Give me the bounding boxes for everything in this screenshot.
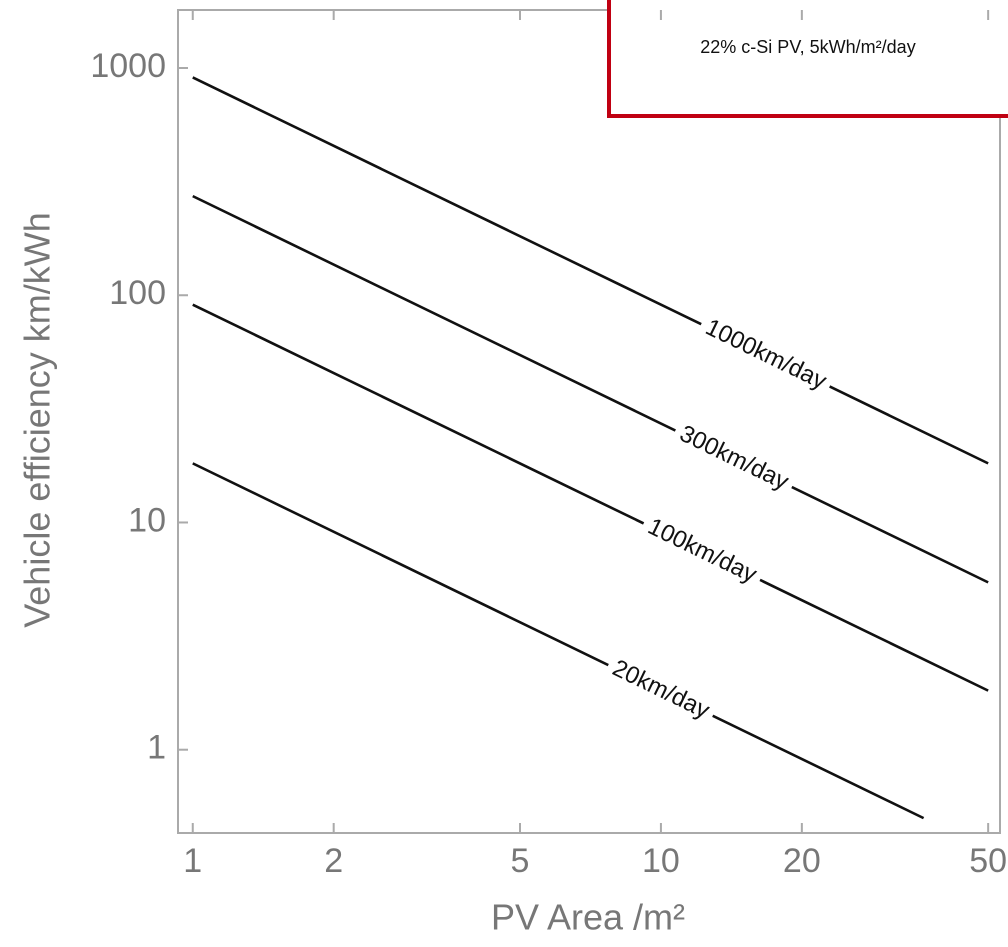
contour-label-group: 300km/day [669, 415, 800, 500]
contour-line [192, 194, 989, 584]
x-tick-label: 2 [324, 842, 343, 880]
contour-label-group: 1000km/day [694, 309, 837, 400]
contour-line [192, 303, 989, 692]
label-gap [694, 309, 837, 400]
y-axis-title: Vehicle efficiency km/kWh [17, 212, 58, 628]
x-axis-title: PV Area /m² [491, 897, 685, 938]
x-tick-label: 20 [783, 842, 821, 880]
contour-line [192, 76, 989, 465]
annotation-box [607, 0, 1008, 118]
x-tick-label: 5 [511, 842, 530, 880]
contour-label: 20km/day [608, 655, 713, 725]
y-tick-label: 100 [109, 274, 166, 312]
y-tick-label: 1 [147, 729, 166, 767]
x-tick-label: 1 [183, 842, 202, 880]
label-gap [669, 415, 800, 500]
label-gap [637, 508, 768, 593]
plot-frame [177, 9, 1001, 834]
contour-label-group: 20km/day [602, 650, 720, 729]
contour-label-group: 100km/day [637, 508, 768, 593]
x-tick-label: 50 [969, 842, 1007, 880]
contour-label: 100km/day [644, 513, 761, 589]
annotation: 22% c-Si PV, 5kWh/m²/day [700, 37, 915, 57]
x-tick-label: 10 [642, 842, 680, 880]
y-tick-label: 10 [128, 501, 166, 539]
contour-line [192, 462, 925, 820]
contour-label: 300km/day [675, 420, 792, 496]
y-tick-label: 1000 [90, 47, 166, 85]
label-gap [602, 650, 720, 729]
contour-label: 1000km/day [701, 314, 830, 395]
